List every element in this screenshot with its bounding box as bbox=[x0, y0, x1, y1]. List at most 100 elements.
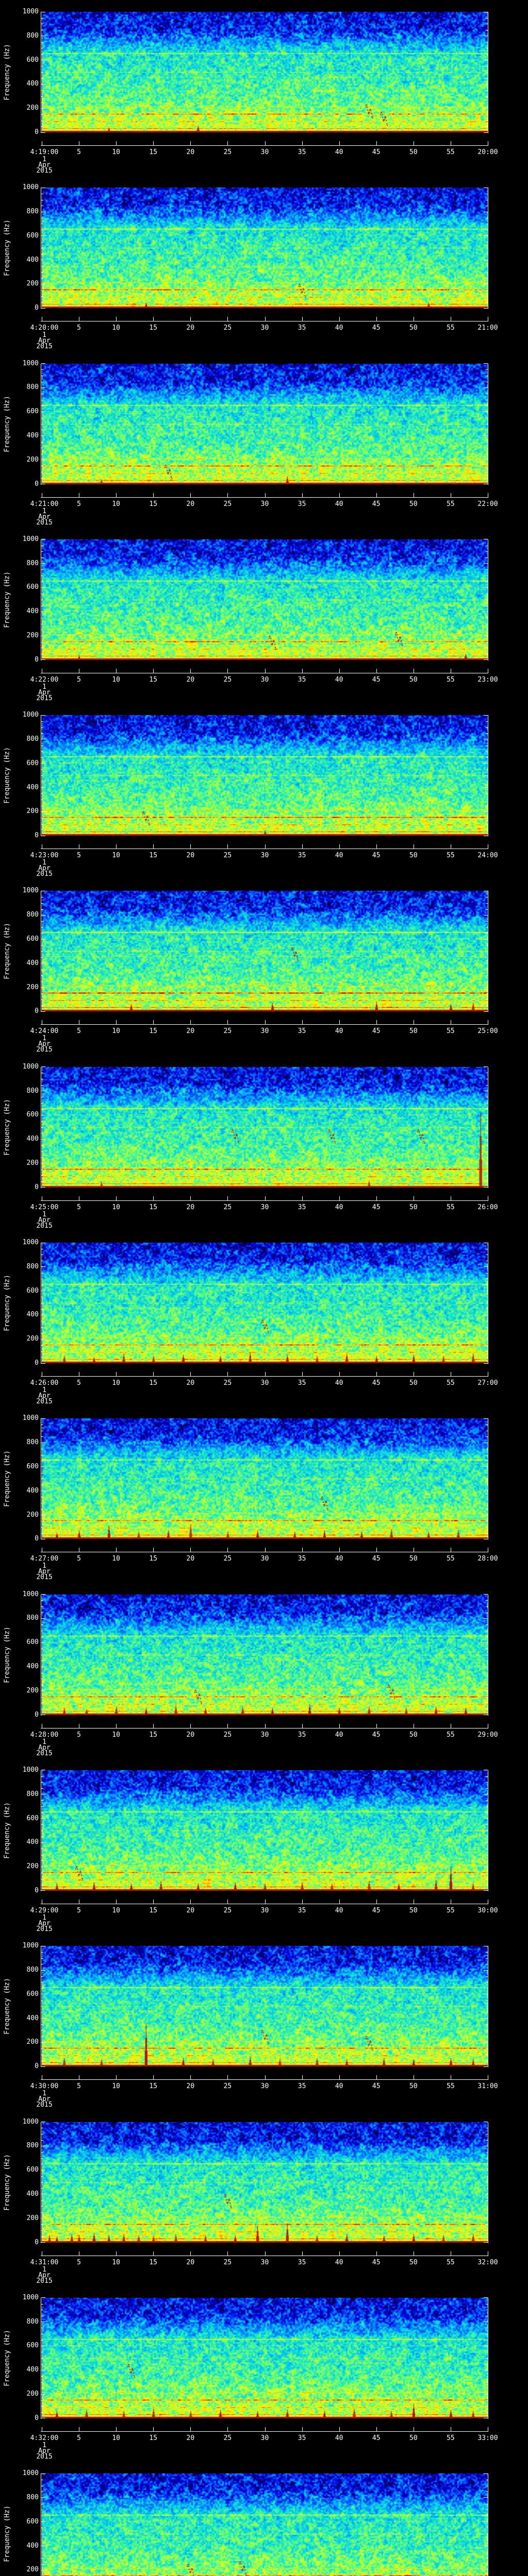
x-tick-label: 35 bbox=[298, 324, 306, 332]
y-minor-tick-left bbox=[41, 253, 43, 255]
spectrogram-canvas bbox=[42, 363, 488, 484]
y-axis-title: Frequency (Hz) bbox=[3, 571, 11, 628]
y-minor-tick-left bbox=[41, 1624, 43, 1625]
x-tick-label: 20 bbox=[186, 2258, 195, 2266]
y-minor-tick-right bbox=[486, 829, 488, 831]
x-tick-label: 5 bbox=[77, 1906, 81, 1914]
y-major-tick-left bbox=[41, 811, 45, 812]
y-minor-tick-left bbox=[41, 1509, 43, 1510]
y-major-tick-right bbox=[484, 2242, 488, 2243]
y-minor-tick-left bbox=[41, 54, 43, 55]
date-month-label: Apr bbox=[38, 513, 51, 521]
x-tick-label: 20 bbox=[186, 500, 195, 508]
spectrogram-panel-6: Frequency (Hz) 0 200 400 600 800 1000 5 10 15 20 2… bbox=[0, 879, 528, 1055]
x-major-tick bbox=[116, 2427, 117, 2431]
y-major-tick-right bbox=[484, 1363, 488, 1364]
y-minor-tick-right bbox=[486, 2564, 488, 2565]
y-minor-tick-right bbox=[486, 1800, 488, 1801]
y-tick-label: 800 bbox=[26, 383, 39, 392]
x-end-time-label: 33:00 bbox=[477, 2434, 498, 2442]
y-major-tick-left bbox=[41, 1187, 45, 1188]
y-minor-tick-right bbox=[486, 18, 488, 19]
y-minor-tick-right bbox=[486, 2376, 488, 2377]
y-minor-tick-left bbox=[41, 1976, 43, 1977]
y-minor-tick-left bbox=[41, 2024, 43, 2025]
x-tick-label: 35 bbox=[298, 2434, 306, 2442]
x-major-tick bbox=[339, 1196, 340, 1200]
y-minor-tick-right bbox=[486, 369, 488, 370]
y-tick-label: 400 bbox=[26, 959, 39, 967]
y-minor-tick-right bbox=[486, 1860, 488, 1861]
spectrogram-panel-2: Frequency (Hz) 0 200 400 600 800 1000 5 10 15 20 2… bbox=[0, 176, 528, 351]
x-major-tick bbox=[302, 1020, 303, 1025]
x-tick-label: 50 bbox=[409, 2434, 418, 2442]
x-tick-label: 30 bbox=[260, 2434, 269, 2442]
y-minor-tick-right bbox=[486, 2182, 488, 2183]
y-minor-tick-right bbox=[486, 2140, 488, 2141]
date-day-label: 1 bbox=[42, 1738, 46, 1746]
y-axis-title: Frequency (Hz) bbox=[3, 44, 11, 100]
y-minor-tick-left bbox=[41, 114, 43, 115]
x-tick-label: 10 bbox=[112, 2258, 120, 2266]
y-minor-tick-left bbox=[41, 90, 43, 91]
x-major-tick bbox=[376, 2075, 377, 2080]
y-axis-title: Frequency (Hz) bbox=[3, 923, 11, 980]
y-tick-label: 600 bbox=[26, 2517, 39, 2526]
x-tick-label: 25 bbox=[223, 2082, 232, 2091]
y-minor-tick-right bbox=[486, 272, 488, 273]
y-tick-label: 600 bbox=[26, 1286, 39, 1295]
y-tick-label: 200 bbox=[26, 983, 39, 991]
y-minor-tick-left bbox=[41, 1527, 43, 1528]
x-major-tick bbox=[153, 1196, 154, 1200]
y-major-tick-left bbox=[41, 1690, 45, 1691]
x-major-tick bbox=[339, 317, 340, 321]
y-major-tick-right bbox=[484, 1266, 488, 1267]
spectrogram-panel-8: Frequency (Hz) 0 200 400 600 800 1000 5 10 15 20 2… bbox=[0, 1231, 528, 1406]
y-axis-title: Frequency (Hz) bbox=[3, 2154, 11, 2211]
x-tick-label: 30 bbox=[260, 2082, 269, 2091]
y-minor-tick-left bbox=[41, 2212, 43, 2213]
y-major-tick-left bbox=[41, 1363, 45, 1364]
y-minor-tick-right bbox=[486, 921, 488, 922]
x-tick-label: 45 bbox=[372, 2258, 381, 2266]
x-tick-label: 35 bbox=[298, 1555, 306, 1563]
x-major-tick bbox=[339, 493, 340, 497]
y-minor-tick-right bbox=[486, 2048, 488, 2049]
date-day-label: 1 bbox=[42, 2441, 46, 2449]
y-axis-title: Frequency (Hz) bbox=[3, 219, 11, 277]
date-year-label: 2015 bbox=[36, 1046, 53, 1054]
y-minor-tick-left bbox=[41, 296, 43, 297]
y-minor-tick-right bbox=[486, 733, 488, 734]
y-major-tick-left bbox=[41, 1818, 45, 1819]
y-minor-tick-right bbox=[486, 903, 488, 904]
x-major-tick bbox=[339, 1548, 340, 1552]
x-tick-label: 5 bbox=[77, 148, 81, 156]
date-year-label: 2015 bbox=[36, 1925, 53, 1933]
y-minor-tick-right bbox=[486, 727, 488, 728]
y-tick-label: 0 bbox=[35, 2062, 39, 2071]
x-tick-label: 40 bbox=[335, 2258, 343, 2266]
y-minor-tick-left bbox=[41, 2206, 43, 2207]
y-minor-tick-left bbox=[41, 1782, 43, 1783]
y-major-tick-right bbox=[484, 939, 488, 940]
y-tick-label: 200 bbox=[26, 2038, 39, 2046]
x-tick-label: 20 bbox=[186, 1379, 195, 1387]
y-minor-tick-left bbox=[41, 423, 43, 425]
x-tick-label: 25 bbox=[223, 324, 232, 332]
y-tick-label: 400 bbox=[26, 1135, 39, 1143]
y-minor-tick-left bbox=[41, 1127, 43, 1128]
x-tick-label: 20 bbox=[186, 2434, 195, 2442]
x-tick-label: 40 bbox=[335, 2434, 343, 2442]
y-minor-tick-left bbox=[41, 1952, 43, 1953]
y-minor-tick-left bbox=[41, 975, 43, 976]
y-minor-tick-left bbox=[41, 933, 43, 934]
x-major-tick bbox=[190, 317, 191, 321]
x-tick-label: 15 bbox=[149, 852, 158, 860]
date-year-label: 2015 bbox=[36, 2452, 53, 2461]
y-minor-tick-left bbox=[41, 557, 43, 558]
y-minor-tick-left bbox=[41, 1812, 43, 1813]
y-tick-label: 800 bbox=[26, 1614, 39, 1622]
y-minor-tick-right bbox=[486, 999, 488, 1001]
y-minor-tick-left bbox=[41, 1333, 43, 1334]
y-minor-tick-left bbox=[41, 769, 43, 770]
